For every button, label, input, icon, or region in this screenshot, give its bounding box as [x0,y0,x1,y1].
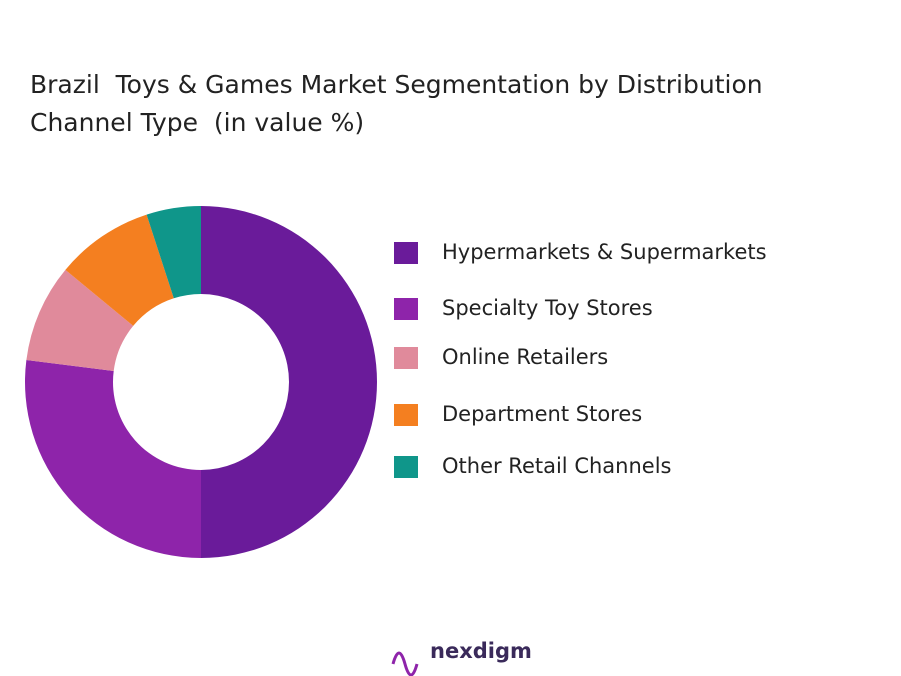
legend-swatch [394,242,418,264]
legend-label: Hypermarkets & Supermarkets [442,240,767,264]
logo: nexdigm [430,639,532,663]
donut-slice [201,206,377,558]
legend-swatch [394,456,418,478]
legend-swatch [394,298,418,320]
legend-swatch [394,347,418,369]
legend-swatch [394,404,418,426]
legend-label: Department Stores [442,402,642,426]
legend-label: Other Retail Channels [442,454,671,478]
legend-label: Online Retailers [442,345,608,369]
donut-slice [25,359,202,558]
donut-slice [65,214,174,326]
logo-icon [391,651,419,676]
chart-title: Brazil Toys & Games Market Segmentation … [30,70,771,137]
legend-label: Specialty Toy Stores [442,296,653,320]
donut-slice [146,206,201,299]
donut-slice [26,269,134,371]
